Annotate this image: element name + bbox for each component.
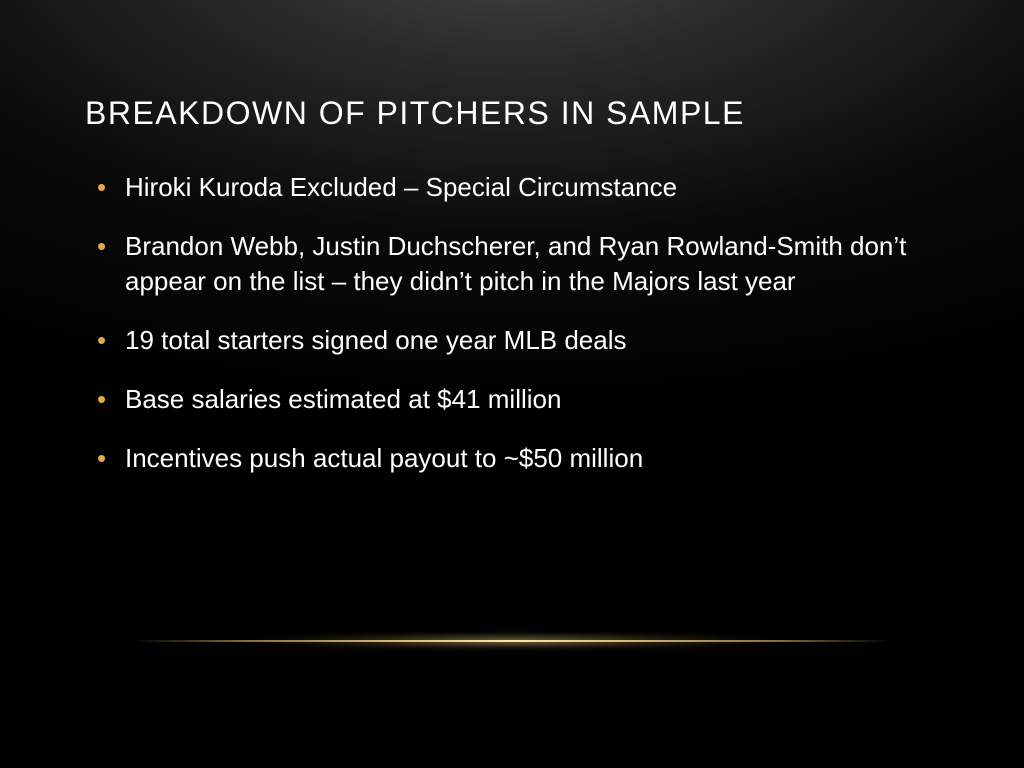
accent-divider <box>132 634 892 648</box>
bullet-list: Hiroki Kuroda Excluded – Special Circums… <box>85 170 939 477</box>
accent-glow <box>132 634 892 648</box>
bullet-item: Base salaries estimated at $41 million <box>97 382 939 417</box>
presentation-slide: BREAKDOWN OF PITCHERS IN SAMPLE Hiroki K… <box>0 0 1024 768</box>
bullet-item: Hiroki Kuroda Excluded – Special Circums… <box>97 170 939 205</box>
bullet-item: Brandon Webb, Justin Duchscherer, and Ry… <box>97 229 939 299</box>
bullet-item: 19 total starters signed one year MLB de… <box>97 323 939 358</box>
accent-core <box>132 640 892 642</box>
bullet-item: Incentives push actual payout to ~$50 mi… <box>97 441 939 476</box>
slide-title: BREAKDOWN OF PITCHERS IN SAMPLE <box>85 95 939 132</box>
